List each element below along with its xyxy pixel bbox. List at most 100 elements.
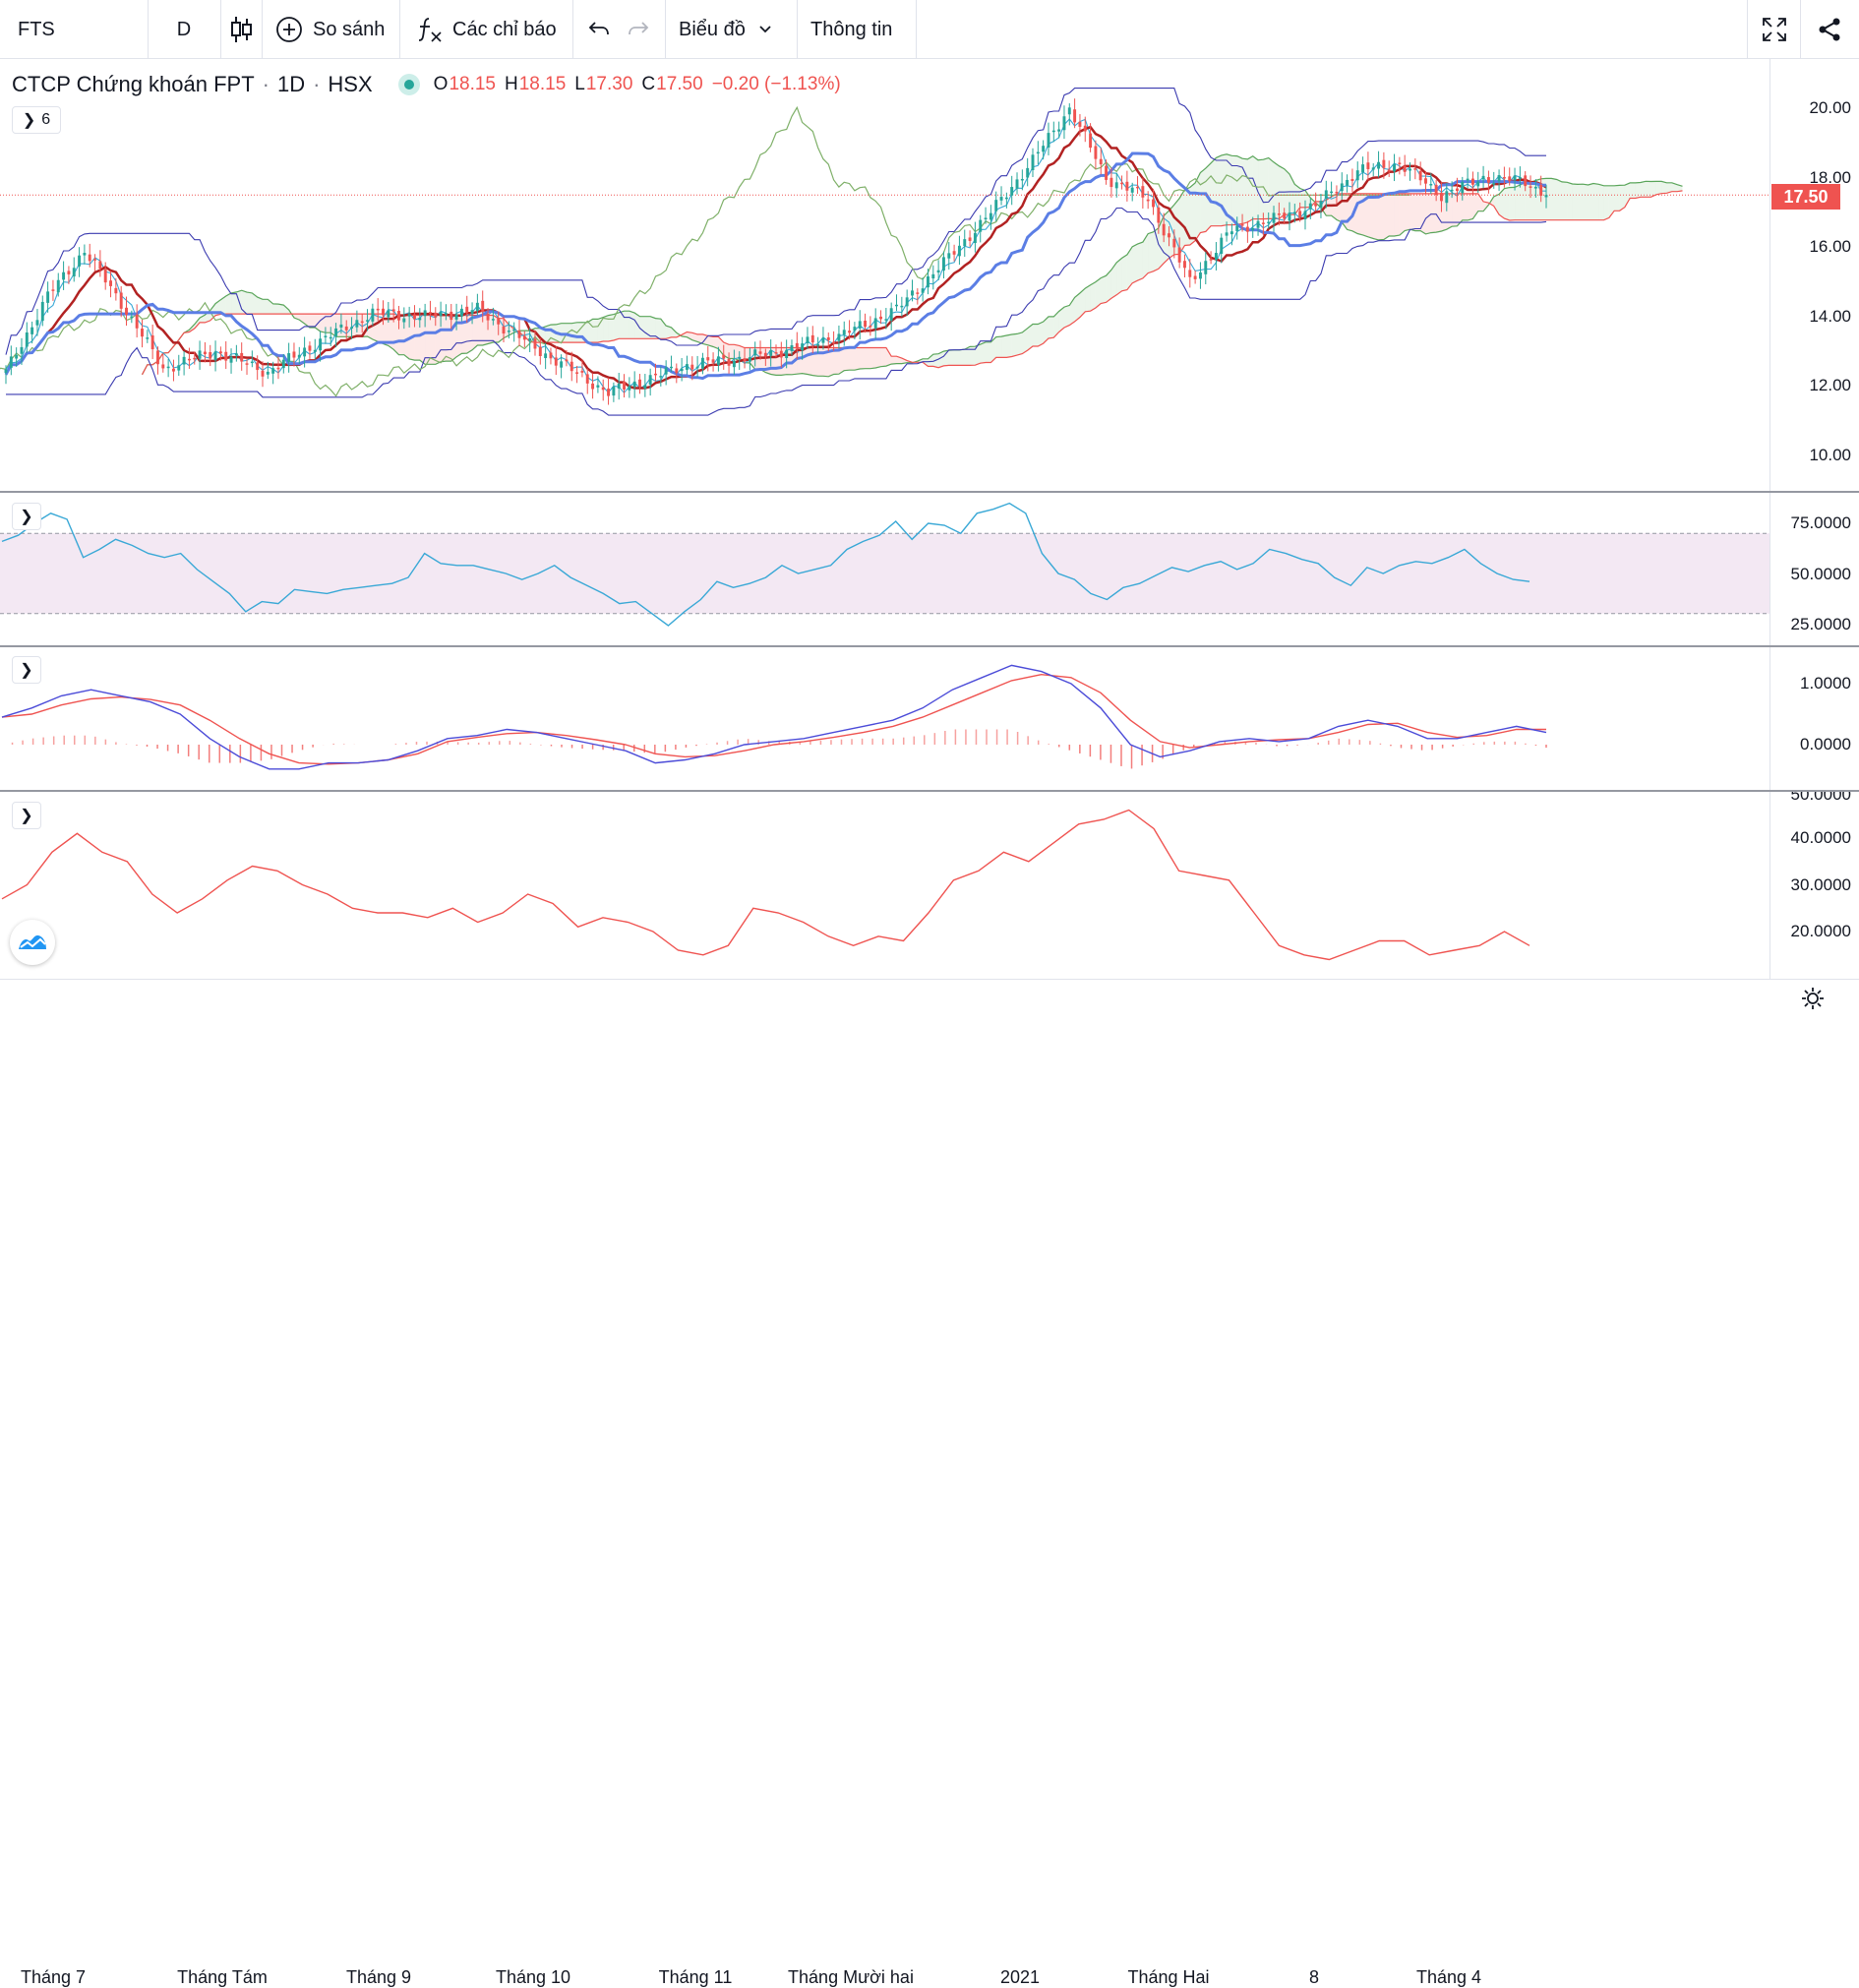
candle-body: [130, 317, 133, 319]
macd-collapse-button[interactable]: ❯: [12, 656, 41, 684]
candle-body: [214, 351, 217, 360]
rsi-axis[interactable]: 75.0000 50.0000 25.0000: [1769, 493, 1859, 645]
chart-canvas[interactable]: [0, 0, 1859, 1019]
candle-body: [1304, 211, 1307, 218]
candle-body: [418, 318, 421, 320]
candle-body: [497, 318, 500, 325]
ichimoku-cloud-segment: [650, 317, 655, 339]
pane-separator[interactable]: [0, 790, 1859, 792]
candle-body: [806, 336, 809, 343]
candle-body: [1377, 162, 1380, 169]
indicators-collapse-button[interactable]: ❯ 6: [12, 106, 61, 134]
market-status-icon[interactable]: [398, 74, 420, 95]
candle-body: [481, 301, 484, 312]
ichimoku-cloud-segment: [1510, 187, 1515, 220]
ichimoku-cloud-segment: [1200, 168, 1205, 232]
ichimoku-cloud-segment: [640, 317, 645, 339]
rsi-collapse-button[interactable]: ❯: [12, 503, 41, 530]
ichimoku-overlays: [0, 89, 1769, 416]
ichimoku-cloud-segment: [1567, 182, 1572, 219]
candle-body: [1529, 186, 1532, 188]
ichimoku-cloud-segment: [1452, 194, 1457, 226]
adx-collapse-button[interactable]: ❯: [12, 802, 41, 829]
ichimoku-cloud-segment: [655, 319, 660, 339]
candle-body: [10, 356, 13, 367]
ichimoku-cloud-segment: [1593, 183, 1598, 219]
candle-body: [1235, 225, 1238, 230]
ichimoku-cloud-segment: [1520, 183, 1525, 220]
candle-body: [1257, 221, 1260, 228]
ichimoku-cloud-segment: [1562, 182, 1567, 220]
candle-body: [796, 343, 799, 349]
candle-body: [366, 320, 369, 322]
candle-body: [728, 359, 731, 366]
price-axis[interactable]: 20.00 18.00 16.00 14.00 12.00 10.00: [1769, 59, 1859, 491]
pane-separator[interactable]: [0, 645, 1859, 647]
adx-axis[interactable]: 50.0000 40.0000 30.0000 20.0000: [1769, 792, 1859, 979]
candle-body: [1078, 122, 1081, 127]
legend-close-label: C: [641, 74, 655, 95]
time-axis[interactable]: Tháng 7 Tháng Tám Tháng 9 Tháng 10 Tháng…: [0, 980, 1769, 1019]
candle-body: [267, 372, 270, 375]
tradingview-logo-button[interactable]: [10, 920, 55, 965]
candle-body: [172, 369, 175, 372]
candle-body: [1335, 192, 1338, 194]
candle-body: [156, 350, 159, 364]
candle-body: [98, 261, 101, 269]
candle-body: [853, 327, 856, 331]
candle-body: [1366, 162, 1369, 169]
candle-body: [1534, 187, 1537, 189]
candle-body: [1251, 228, 1254, 230]
ichimoku-cloud-segment: [1609, 186, 1614, 218]
candle-body: [744, 358, 747, 361]
candle-body: [1215, 253, 1218, 260]
candle-body: [791, 345, 794, 351]
candle-body: [518, 331, 521, 337]
candle-body: [476, 303, 479, 311]
candle-body: [1309, 204, 1312, 210]
candle-body: [350, 327, 353, 329]
ichimoku-cloud-segment: [855, 347, 860, 370]
candle-body: [1325, 190, 1328, 199]
rsi-pane: [0, 504, 1769, 626]
candle-body: [1298, 211, 1301, 216]
candle-body: [1141, 186, 1144, 198]
candle-body: [985, 217, 988, 219]
candle-body: [1032, 154, 1035, 170]
ichimoku-cloud-segment: [1195, 173, 1200, 241]
candle-body: [455, 315, 458, 320]
candle-body: [271, 368, 274, 374]
chevron-right-icon: ❯: [20, 507, 32, 526]
candle-body: [41, 302, 44, 321]
candle-body: [690, 365, 693, 370]
candle-body: [969, 237, 972, 240]
candle-body: [1052, 131, 1055, 133]
candle-body: [906, 297, 909, 306]
time-axis-label: Tháng Tám: [177, 1967, 268, 1988]
pane-separator[interactable]: [0, 491, 1859, 493]
ichimoku-cloud-segment: [1006, 334, 1011, 357]
ichimoku-cloud-segment: [875, 347, 880, 368]
tradingview-logo-icon: [17, 932, 48, 953]
ichimoku-cloud-segment: [1258, 159, 1263, 218]
candle-body: [1125, 182, 1128, 191]
span-a-line: [143, 154, 1683, 377]
candle-body: [539, 347, 542, 356]
legend-dot-separator: ·: [313, 72, 320, 97]
candle-body: [1514, 176, 1517, 181]
candle-body: [413, 315, 416, 320]
ichimoku-cloud-segment: [1247, 156, 1252, 222]
settings-button[interactable]: [1796, 982, 1829, 1015]
ichimoku-cloud-segment: [1468, 194, 1472, 220]
time-axis-label: Tháng 4: [1416, 1967, 1481, 1988]
candle-body: [1073, 109, 1076, 122]
macd-axis[interactable]: 1.0000 0.0000: [1769, 647, 1859, 790]
candle-body: [670, 367, 673, 369]
ichimoku-cloud-segment: [839, 347, 844, 374]
candle-body: [114, 288, 117, 293]
candle-body: [183, 357, 186, 365]
candle-body: [869, 326, 871, 328]
ichimoku-cloud-segment: [1494, 194, 1499, 214]
candle-body: [503, 327, 506, 333]
ichimoku-cloud-segment: [808, 347, 812, 375]
